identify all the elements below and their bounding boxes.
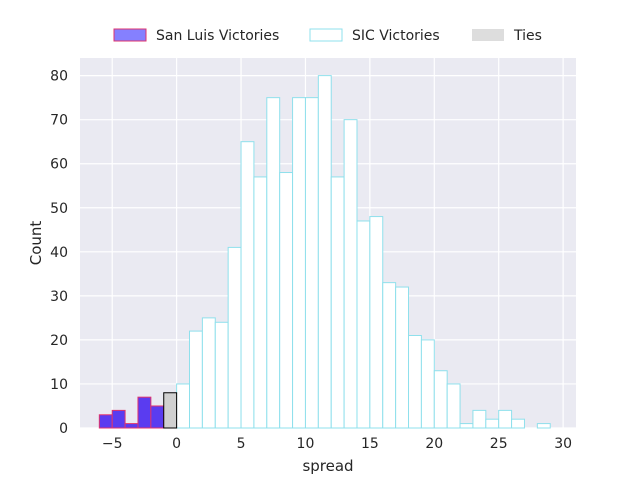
bar-san-luis-victories [98,414,113,429]
x-tick-label: −5 [102,436,123,452]
bar-sic-victories [266,97,281,429]
bar-sic-victories [420,339,435,429]
bar-sic-victories [292,97,306,429]
legend-swatch [472,29,504,41]
y-tick-label: 10 [50,377,68,393]
bar-san-luis-victories [111,409,126,429]
legend: San Luis Victories SIC Victories Ties [113,28,542,44]
x-tick-label: 0 [172,436,181,452]
legend-label: Ties [513,28,542,44]
bar-sic-victories [511,418,525,429]
bar-sic-victories [330,176,345,429]
bar-sic-victories [240,141,255,429]
bar-sic-victories [459,423,474,429]
y-tick-label: 60 [50,157,68,173]
legend-label: San Luis Victories [156,28,279,44]
bar-sic-victories [189,330,203,429]
bar-sic-victories [498,409,513,429]
x-axis-label: spread [302,457,353,475]
bar-sic-victories [253,176,268,429]
y-tick-label: 20 [50,333,68,349]
bar-sic-victories [176,383,191,429]
y-tick-label: 70 [50,113,68,129]
y-tick-label: 0 [59,421,68,437]
bar-san-luis-victories [150,405,165,429]
histogram-bars [98,75,551,429]
bar-san-luis-victories [137,396,152,429]
legend-swatch [309,28,343,42]
bar-sic-victories [382,282,397,429]
bar-sic-victories [536,423,551,429]
bar-sic-victories [317,75,332,429]
x-tick-label: 30 [554,436,572,452]
bar-sic-victories [369,216,384,429]
legend-label: SIC Victories [352,28,440,44]
bar-sic-victories [343,119,358,429]
y-tick-label: 50 [50,201,68,217]
x-tick-label: 5 [237,436,246,452]
bar-sic-victories [214,321,229,429]
bar-sic-victories [446,383,461,429]
y-axis-label: Count [27,221,45,266]
x-tick-label: 20 [425,436,443,452]
bar-sic-victories [227,246,242,429]
bar-sic-victories [395,286,410,429]
y-tick-labels: 0 10 20 30 40 50 60 70 80 [50,69,68,437]
y-tick-label: 40 [50,245,68,261]
bar-san-luis-victories [124,423,139,429]
x-tick-label: 10 [297,436,315,452]
x-tick-labels: −5 0 5 10 15 20 25 30 [102,436,572,452]
x-tick-label: 25 [490,436,508,452]
bar-sic-victories [433,370,448,429]
bar-ties [163,392,178,429]
bar-sic-victories [356,220,371,429]
x-tick-label: 15 [361,436,379,452]
bar-sic-victories [304,97,319,429]
bar-sic-victories [485,418,500,429]
y-tick-label: 80 [50,69,68,85]
y-tick-label: 30 [50,289,68,305]
legend-swatch [113,28,147,42]
bar-sic-victories [408,335,422,429]
bar-sic-victories [279,172,294,429]
bar-sic-victories [201,317,216,429]
bar-sic-victories [472,409,487,429]
